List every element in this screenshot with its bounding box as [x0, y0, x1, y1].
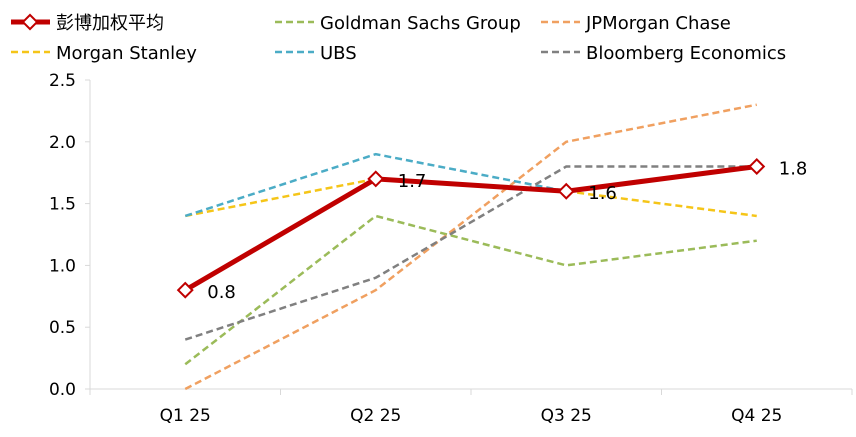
y-tick-label: 2.5 [49, 71, 76, 91]
series-line-main [183, 164, 758, 293]
legend-label: 彭博加权平均 [56, 13, 164, 34]
legend-marker [21, 13, 39, 31]
legend-item-ubs: UBS [275, 43, 357, 64]
x-tick-label: Q4 25 [731, 406, 782, 426]
y-tick-label: 0.5 [49, 318, 76, 338]
series-point-main [557, 182, 575, 200]
series-point-main [176, 281, 194, 299]
x-tick-label: Q3 25 [541, 406, 592, 426]
legend-item-goldman-sachs-group: Goldman Sachs Group [275, 13, 521, 34]
legend-label: Bloomberg Economics [586, 43, 786, 64]
legend-item-bloomberg-economics: Bloomberg Economics [541, 43, 786, 64]
data-label: 1.7 [398, 171, 427, 192]
data-label: 0.8 [207, 282, 236, 303]
legend-item-morgan-stanley: Morgan Stanley [11, 43, 197, 64]
series-lines [176, 103, 766, 391]
series-line-bloomberg-economics [184, 165, 757, 341]
data-label: 1.6 [588, 183, 617, 204]
legend-label: Morgan Stanley [56, 43, 197, 64]
series-line-goldman-sachs-group [184, 214, 757, 366]
data-label: 1.8 [779, 159, 808, 180]
axes: 0.0 0.5 1.0 1.5 2.0 2.5 Q1 25 Q2 25 Q3 25 Q4 25 [49, 71, 853, 426]
y-tick-label: 1.5 [49, 195, 76, 215]
legend-label: JPMorgan Chase [585, 13, 731, 34]
legend-label: Goldman Sachs Group [320, 13, 521, 34]
legend-item-jpmorgan-chase: JPMorgan Chase [541, 13, 731, 34]
series-point-main [748, 158, 766, 176]
legend-label: UBS [320, 43, 357, 64]
legend: 彭博加权平均 Goldman Sachs Group JPMorgan Chase M… [11, 13, 786, 64]
x-tick-label: Q1 25 [160, 406, 211, 426]
x-tick-label: Q2 25 [350, 406, 401, 426]
series-point-main [367, 170, 385, 188]
y-tick-label: 1.0 [49, 256, 76, 276]
y-tick-label: 2.0 [49, 133, 76, 153]
data-labels: 0.8 1.7 1.6 1.8 [207, 159, 807, 304]
y-tick-label: 0.0 [49, 380, 76, 400]
legend-item-series: 彭博加权平均 [11, 13, 164, 34]
series-line-jpmorgan-chase [184, 103, 757, 391]
